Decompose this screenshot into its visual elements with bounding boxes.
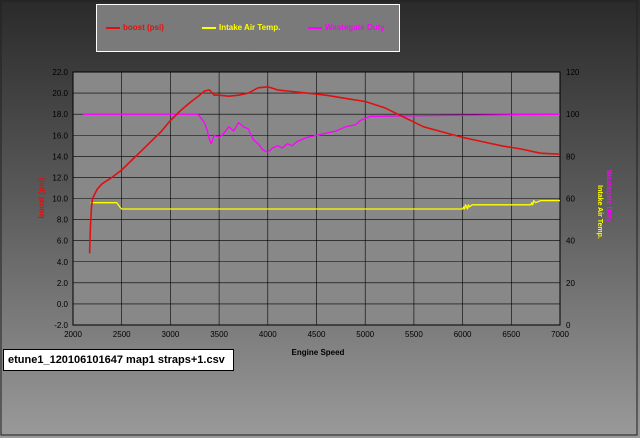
x-tick-label: 5000 xyxy=(356,330,374,339)
y-axis-left-label: boost (psi) xyxy=(37,177,46,218)
x-tick-label: 6500 xyxy=(502,330,520,339)
y-right-tick-label: 80 xyxy=(566,152,575,161)
legend-item-iat: Intake Air Temp. xyxy=(202,23,280,32)
legend-swatch-iat xyxy=(202,26,216,29)
y-right-tick-label: 60 xyxy=(566,195,575,204)
y-right-tick-label: 0 xyxy=(566,321,571,330)
legend-label-wgdc: Wastegate Duty xyxy=(325,23,385,32)
y-right-tick-label: 40 xyxy=(566,237,575,246)
series-line-intake-air-temp xyxy=(90,199,560,210)
x-tick-label: 2000 xyxy=(64,330,82,339)
y-left-tick-label: 18.0 xyxy=(52,110,68,119)
y-left-tick-label: -2.0 xyxy=(54,321,68,330)
x-tick-label: 5500 xyxy=(405,330,423,339)
y-left-tick-label: 20.0 xyxy=(52,89,68,98)
legend-swatch-wgdc xyxy=(308,26,322,29)
y-left-tick-label: 6.0 xyxy=(57,237,69,246)
y-left-tick-label: 16.0 xyxy=(52,131,68,140)
file-name-label: etune1_120106101647 map1 straps+1.csv xyxy=(3,349,234,371)
series-line-wastegate-duty xyxy=(82,113,561,153)
y-left-tick-label: 2.0 xyxy=(57,279,69,288)
legend-swatch-boost xyxy=(106,26,120,29)
y-right-tick-label: 100 xyxy=(566,110,580,119)
grid xyxy=(72,71,561,326)
x-tick-label: 6000 xyxy=(454,330,472,339)
legend-label-boost: boost (psi) xyxy=(123,23,164,32)
x-tick-label: 2500 xyxy=(113,330,131,339)
y-right-tick-label: 20 xyxy=(566,279,575,288)
y-left-tick-label: 12.0 xyxy=(52,173,68,182)
legend-item-wgdc: Wastegate Duty xyxy=(308,23,385,32)
series-line-boost xyxy=(88,86,561,254)
tick-labels: 2000 2500 3000 3500 4000 4500 5000 5500 6000 6500… xyxy=(52,68,579,339)
x-tick-label: 3000 xyxy=(162,330,180,339)
y-left-tick-label: 14.0 xyxy=(52,152,68,161)
y-axis-right-label-iat: Intake Air Temp. xyxy=(596,185,603,239)
y-left-tick-label: 4.0 xyxy=(57,258,69,267)
y-left-tick-label: 8.0 xyxy=(57,216,69,225)
y-right-tick-label: 120 xyxy=(566,68,580,77)
x-axis-label: Engine Speed xyxy=(292,348,345,357)
x-tick-label: 4500 xyxy=(308,330,326,339)
y-left-tick-label: 22.0 xyxy=(52,68,68,77)
y-left-tick-label: 0.0 xyxy=(57,300,69,309)
x-tick-label: 4000 xyxy=(259,330,277,339)
legend: boost (psi) Intake Air Temp. Wastegate D… xyxy=(96,4,400,52)
x-tick-label: 7000 xyxy=(551,330,569,339)
y-axis-right-label-wgdc: Wastegate Duty xyxy=(605,170,612,222)
legend-item-boost: boost (psi) xyxy=(106,23,164,32)
y-left-tick-label: 10.0 xyxy=(52,195,68,204)
legend-label-iat: Intake Air Temp. xyxy=(219,23,281,32)
series-layer xyxy=(82,86,561,254)
x-tick-label: 3500 xyxy=(210,330,228,339)
